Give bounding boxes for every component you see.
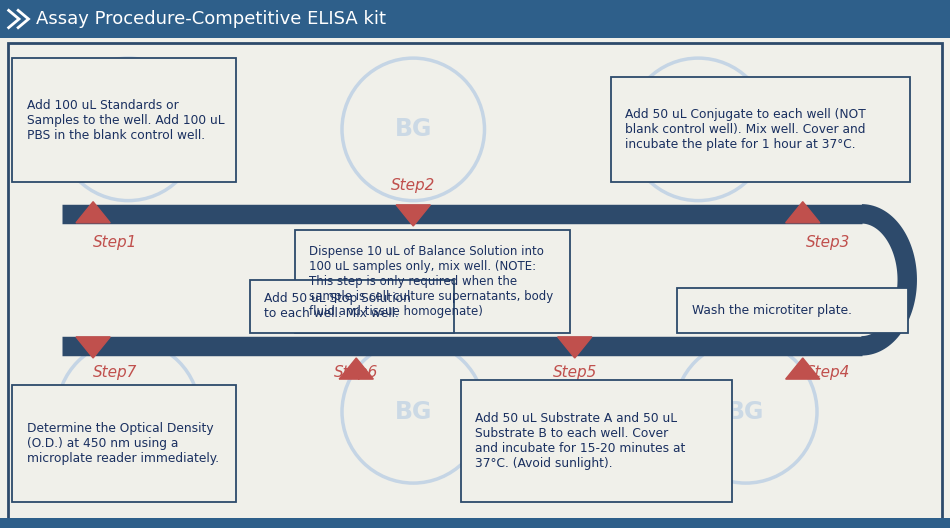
Polygon shape	[786, 202, 820, 223]
Text: BG: BG	[394, 117, 432, 142]
FancyBboxPatch shape	[250, 280, 454, 333]
Polygon shape	[339, 358, 373, 379]
Text: Step5: Step5	[553, 365, 597, 380]
Polygon shape	[558, 337, 592, 358]
FancyBboxPatch shape	[611, 77, 910, 182]
Text: BG: BG	[394, 400, 432, 424]
Text: Wash the microtiter plate.: Wash the microtiter plate.	[692, 304, 851, 317]
Text: BG: BG	[109, 400, 147, 424]
Text: Add 50 uL Conjugate to each well (NOT
blank control well). Mix well. Cover and
i: Add 50 uL Conjugate to each well (NOT bl…	[625, 108, 865, 151]
FancyBboxPatch shape	[12, 385, 236, 502]
Polygon shape	[786, 358, 820, 379]
FancyBboxPatch shape	[8, 43, 942, 524]
FancyBboxPatch shape	[677, 288, 908, 333]
Text: Add 100 uL Standards or
Samples to the well. Add 100 uL
PBS in the blank control: Add 100 uL Standards or Samples to the w…	[27, 99, 224, 142]
Text: Add 50 uL Substrate A and 50 uL
Substrate B to each well. Cover
and incubate for: Add 50 uL Substrate A and 50 uL Substrat…	[475, 412, 685, 470]
Polygon shape	[396, 205, 430, 226]
FancyBboxPatch shape	[0, 518, 950, 528]
Text: Step7: Step7	[93, 365, 138, 380]
Text: Step6: Step6	[334, 365, 378, 380]
Text: Add 50 uL Stop Solution
to each well. Mix well.: Add 50 uL Stop Solution to each well. Mi…	[264, 292, 411, 320]
Text: Step1: Step1	[93, 235, 138, 250]
Polygon shape	[394, 0, 408, 38]
FancyBboxPatch shape	[294, 230, 570, 333]
Text: BG: BG	[679, 117, 717, 142]
Text: BG: BG	[109, 117, 147, 142]
Text: Determine the Optical Density
(O.D.) at 450 nm using a
microplate reader immedia: Determine the Optical Density (O.D.) at …	[27, 422, 218, 465]
Text: Step4: Step4	[806, 365, 850, 380]
FancyBboxPatch shape	[12, 58, 236, 182]
Text: Dispense 10 uL of Balance Solution into
100 uL samples only, mix well. (NOTE:
Th: Dispense 10 uL of Balance Solution into …	[309, 244, 553, 318]
FancyBboxPatch shape	[0, 0, 950, 38]
Polygon shape	[76, 337, 110, 358]
Polygon shape	[76, 202, 110, 223]
FancyBboxPatch shape	[461, 380, 732, 502]
Text: Assay Procedure-Competitive ELISA kit: Assay Procedure-Competitive ELISA kit	[36, 10, 386, 28]
Text: Step2: Step2	[391, 178, 435, 193]
Text: BG: BG	[727, 400, 765, 424]
Text: Step3: Step3	[806, 235, 850, 250]
